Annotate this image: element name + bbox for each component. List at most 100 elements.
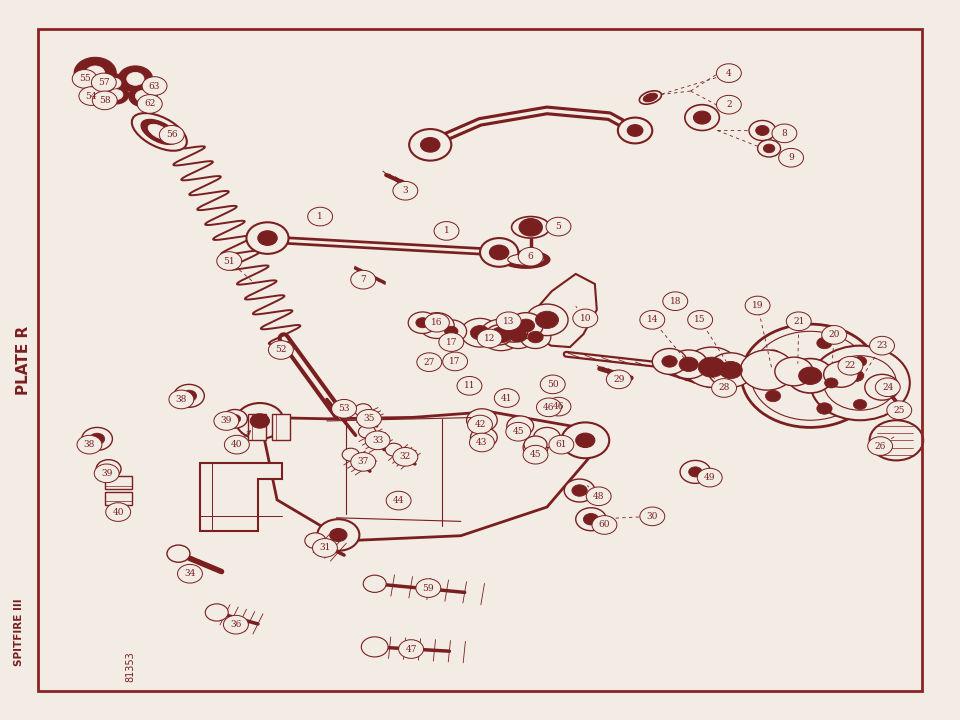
Text: 36: 36 bbox=[230, 620, 242, 629]
Circle shape bbox=[698, 357, 725, 377]
Circle shape bbox=[92, 91, 117, 109]
Circle shape bbox=[457, 377, 482, 395]
Text: 50: 50 bbox=[547, 380, 559, 389]
Text: 11: 11 bbox=[464, 382, 475, 390]
Text: 45: 45 bbox=[513, 427, 524, 436]
Circle shape bbox=[386, 491, 411, 510]
Circle shape bbox=[711, 379, 736, 397]
Text: 46: 46 bbox=[553, 402, 564, 411]
Text: 52: 52 bbox=[276, 346, 287, 354]
Text: 25: 25 bbox=[894, 405, 905, 415]
Circle shape bbox=[468, 415, 492, 434]
Circle shape bbox=[507, 326, 520, 336]
Text: SPITFIRE III: SPITFIRE III bbox=[13, 599, 24, 666]
Text: 10: 10 bbox=[580, 314, 591, 323]
Circle shape bbox=[109, 89, 123, 99]
Circle shape bbox=[229, 415, 241, 423]
Circle shape bbox=[82, 428, 112, 451]
Text: 23: 23 bbox=[876, 341, 888, 350]
Ellipse shape bbox=[643, 94, 658, 102]
Circle shape bbox=[573, 309, 598, 328]
Text: 5: 5 bbox=[556, 222, 562, 231]
Circle shape bbox=[534, 428, 561, 448]
Circle shape bbox=[223, 410, 248, 428]
Circle shape bbox=[661, 356, 677, 367]
Circle shape bbox=[662, 292, 687, 310]
Circle shape bbox=[443, 352, 468, 371]
Circle shape bbox=[103, 464, 114, 473]
Circle shape bbox=[772, 124, 797, 143]
Text: 4: 4 bbox=[726, 68, 732, 78]
Text: 43: 43 bbox=[476, 438, 488, 447]
Text: 6: 6 bbox=[528, 252, 534, 261]
Circle shape bbox=[106, 503, 131, 521]
Circle shape bbox=[592, 516, 617, 534]
Circle shape bbox=[523, 446, 548, 464]
Text: 39: 39 bbox=[101, 469, 112, 478]
Circle shape bbox=[684, 104, 719, 130]
Circle shape bbox=[85, 66, 105, 81]
Circle shape bbox=[169, 390, 194, 409]
Text: 26: 26 bbox=[875, 441, 886, 451]
Circle shape bbox=[108, 78, 121, 88]
Circle shape bbox=[584, 513, 599, 525]
Text: 47: 47 bbox=[405, 644, 417, 654]
Text: 45: 45 bbox=[530, 450, 541, 459]
Text: 29: 29 bbox=[613, 375, 625, 384]
Circle shape bbox=[331, 400, 356, 418]
Text: 33: 33 bbox=[372, 436, 383, 445]
Circle shape bbox=[501, 323, 536, 348]
Text: 40: 40 bbox=[231, 440, 243, 449]
Circle shape bbox=[356, 410, 381, 428]
Circle shape bbox=[786, 312, 811, 330]
Text: 62: 62 bbox=[144, 99, 156, 109]
Circle shape bbox=[317, 519, 359, 551]
Text: 60: 60 bbox=[599, 521, 611, 529]
Circle shape bbox=[420, 138, 440, 152]
Circle shape bbox=[518, 248, 543, 266]
Circle shape bbox=[214, 412, 239, 431]
Circle shape bbox=[181, 390, 197, 402]
Text: 21: 21 bbox=[793, 317, 804, 325]
Circle shape bbox=[491, 327, 512, 343]
Circle shape bbox=[361, 637, 388, 657]
Text: 2: 2 bbox=[726, 100, 732, 109]
Circle shape bbox=[225, 436, 250, 454]
Circle shape bbox=[174, 384, 204, 408]
Circle shape bbox=[439, 333, 464, 351]
Circle shape bbox=[159, 125, 184, 144]
Circle shape bbox=[354, 404, 372, 417]
Text: 53: 53 bbox=[338, 404, 349, 413]
Circle shape bbox=[247, 222, 289, 254]
Circle shape bbox=[313, 539, 337, 557]
Circle shape bbox=[429, 320, 444, 331]
Text: 44: 44 bbox=[393, 496, 404, 505]
Circle shape bbox=[822, 325, 847, 344]
Circle shape bbox=[385, 444, 402, 456]
Circle shape bbox=[393, 181, 418, 200]
Circle shape bbox=[342, 449, 359, 461]
Circle shape bbox=[236, 403, 284, 439]
Text: 49: 49 bbox=[704, 473, 715, 482]
Circle shape bbox=[546, 397, 571, 416]
Circle shape bbox=[537, 398, 562, 417]
Ellipse shape bbox=[512, 217, 550, 238]
Circle shape bbox=[490, 246, 509, 260]
Circle shape bbox=[444, 326, 458, 336]
Circle shape bbox=[697, 468, 722, 487]
Circle shape bbox=[363, 575, 386, 593]
Circle shape bbox=[461, 318, 499, 347]
Circle shape bbox=[91, 73, 116, 91]
Text: 35: 35 bbox=[363, 414, 374, 423]
Text: 16: 16 bbox=[431, 318, 443, 327]
Circle shape bbox=[799, 367, 822, 384]
Circle shape bbox=[496, 312, 521, 330]
Circle shape bbox=[687, 310, 712, 329]
Text: 1: 1 bbox=[444, 226, 449, 235]
Circle shape bbox=[562, 423, 610, 458]
Text: 8: 8 bbox=[781, 129, 787, 138]
Circle shape bbox=[358, 426, 375, 438]
Text: 17: 17 bbox=[445, 338, 457, 346]
Text: 42: 42 bbox=[474, 420, 486, 429]
Circle shape bbox=[137, 94, 162, 113]
